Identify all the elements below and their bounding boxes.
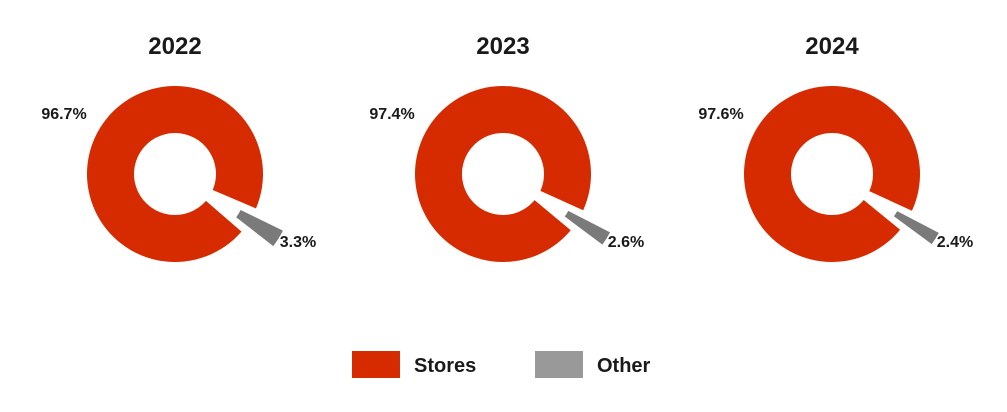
donut-chart-2023: 2023 97.4% 2.6% [369, 33, 644, 263]
slice-other-2022 [236, 210, 283, 247]
chart-title-2023: 2023 [476, 33, 529, 60]
value-label-stores-2022: 96.7% [41, 106, 86, 123]
value-label-other-2023: 2.6% [608, 234, 644, 251]
value-label-stores-2024: 97.6% [698, 106, 743, 123]
legend-swatch-stores [352, 351, 400, 378]
value-label-other-2022: 3.3% [280, 234, 316, 251]
slice-stores-2022 [86, 86, 263, 263]
donut-chart-2022: 2022 96.7% 3.3% [41, 33, 316, 263]
value-label-stores-2023: 97.4% [369, 106, 414, 123]
slice-other-2023 [564, 210, 611, 245]
legend: Stores Other [352, 351, 651, 378]
legend-label-stores: Stores [414, 355, 476, 377]
slice-other-2024 [893, 211, 939, 245]
donut-chart-2024: 2024 97.6% 2.4% [698, 33, 973, 262]
slice-stores-2023 [415, 86, 592, 263]
legend-label-other: Other [597, 355, 651, 377]
value-label-other-2024: 2.4% [937, 234, 973, 251]
slice-stores-2024 [744, 85, 921, 262]
chart-title-2022: 2022 [148, 33, 201, 60]
legend-swatch-other [535, 351, 583, 378]
chart-title-2024: 2024 [805, 33, 859, 60]
